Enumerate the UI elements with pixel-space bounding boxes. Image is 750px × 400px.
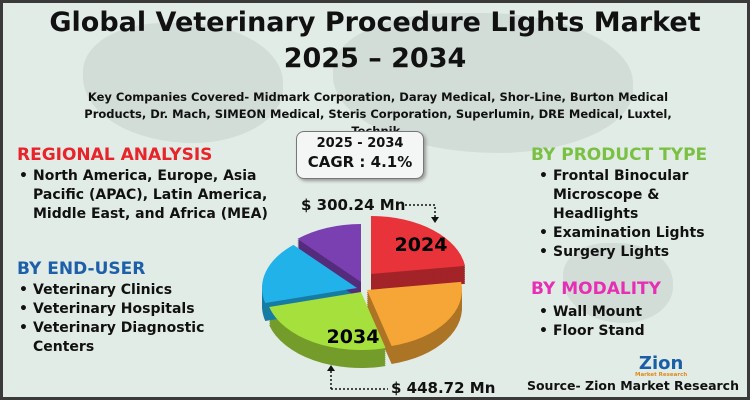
- pie-label-2024: 2024: [395, 234, 448, 256]
- value-2034: $ 448.72 Mn: [391, 379, 496, 397]
- list-item: Floor Stand: [537, 322, 727, 341]
- pie-chart: 2024 2034: [262, 204, 466, 390]
- list-item: Wall Mount: [537, 303, 727, 322]
- value-2024: $ 300.24 Mn: [301, 196, 406, 214]
- world-map-shape: [333, 13, 633, 153]
- regional-heading: REGIONAL ANALYSIS: [17, 145, 213, 165]
- modality-heading: BY MODALITY: [531, 279, 661, 299]
- pie-slice: [262, 244, 357, 304]
- world-map-shape: [83, 23, 283, 143]
- cagr-period: 2025 - 2034: [316, 136, 404, 151]
- list-item: Veterinary Diagnostic Centers: [17, 319, 257, 357]
- arrow-head-icon: [327, 365, 335, 371]
- end-user-list: Veterinary ClinicsVeterinary HospitalsVe…: [17, 281, 257, 357]
- list-item: Surgery Lights: [537, 243, 727, 262]
- pie-slice: [367, 281, 462, 347]
- page-title: Global Veterinary Procedure Lights Marke…: [49, 7, 701, 74]
- pie-slice: [371, 216, 466, 274]
- arrow-head-icon: [431, 217, 439, 223]
- modality-list: Wall MountFloor Stand: [537, 303, 727, 341]
- product-type-heading: BY PRODUCT TYPE: [531, 145, 708, 165]
- pie-slice: [297, 224, 361, 282]
- product-type-list: Frontal Binocular Microscope & Headlight…: [537, 167, 727, 262]
- dotted-arrow: [330, 369, 388, 390]
- list-item: North America, Europe, Asia Pacific (APA…: [17, 167, 277, 224]
- end-user-heading: BY END-USER: [17, 259, 146, 279]
- list-item: Veterinary Clinics: [17, 281, 257, 300]
- pie-label-2034: 2034: [327, 326, 380, 348]
- list-item: Veterinary Hospitals: [17, 300, 257, 319]
- cagr-box: 2025 - 2034 CAGR : 4.1%: [296, 131, 424, 179]
- regional-list: North America, Europe, Asia Pacific (APA…: [17, 167, 277, 224]
- zion-logo: Zion Market Research: [635, 353, 688, 378]
- cagr-value: CAGR : 4.1%: [307, 153, 413, 171]
- list-item: Examination Lights: [537, 224, 727, 243]
- list-item: Frontal Binocular Microscope & Headlight…: [537, 167, 727, 224]
- pie-slice: [269, 292, 386, 350]
- source-text: Source- Zion Market Research: [526, 378, 739, 393]
- dotted-arrow: [405, 204, 436, 219]
